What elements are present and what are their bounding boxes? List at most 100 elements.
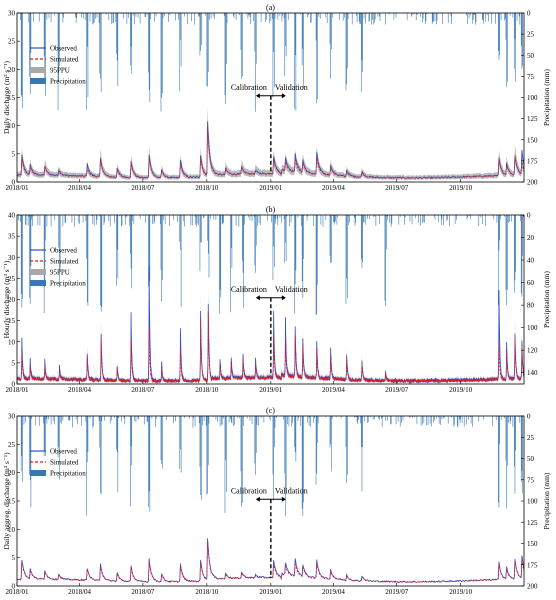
legend-label: Observed: [50, 45, 77, 53]
y-tick-label: 10: [8, 338, 16, 346]
y2-tick-label: 175: [527, 561, 538, 569]
y2-axis-label: Precipitation (mm): [542, 69, 551, 126]
calibration-label: Calibration: [231, 486, 267, 495]
y-tick-label: 15: [8, 317, 16, 325]
x-tick-label: 2019/07: [385, 184, 408, 192]
x-tick-label: 2018/10: [195, 184, 218, 192]
x-tick-label: 2019/01: [259, 588, 282, 596]
x-tick-label: 2018/10: [195, 588, 218, 596]
y2-tick-label: 0: [527, 10, 531, 18]
x-tick-label: 2019/04: [322, 184, 345, 192]
y-tick-label: 20: [8, 469, 16, 477]
y2-tick-label: 50: [527, 455, 535, 463]
y2-tick-label: 100: [527, 94, 538, 102]
validation-label: Validation: [275, 285, 308, 294]
arrow-left-head: [255, 295, 260, 301]
y2-tick-label: 40: [527, 257, 535, 265]
y-tick-label: 35: [8, 233, 16, 241]
series-precipitation: [18, 215, 525, 315]
y2-tick-label: 20: [527, 234, 535, 242]
y2-tick-label: 200: [527, 179, 538, 187]
x-tick-label: 2018/01: [6, 386, 29, 394]
y2-tick-label: 100: [527, 324, 538, 332]
y2-tick-label: 120: [527, 347, 538, 355]
panel-label: (b): [266, 205, 276, 214]
legend-label: Precipitation: [50, 470, 86, 478]
x-tick-label: 2018/04: [68, 184, 91, 192]
legend: Observed Simulated Precipitation: [30, 448, 86, 478]
y2-tick-label: 125: [527, 519, 538, 527]
series-precipitation: [20, 13, 523, 112]
legend-label: Observed: [50, 247, 77, 255]
x-tick-label: 2018/10: [195, 386, 218, 394]
y2-tick-label: 60: [527, 279, 535, 287]
legend-label: Simulated: [50, 258, 79, 266]
panel-label: (a): [266, 3, 275, 12]
y2-tick-label: 75: [527, 476, 535, 484]
series-precipitation: [20, 416, 523, 517]
x-tick-label: 2019/07: [385, 588, 408, 596]
x-tick-label: 2018/07: [131, 184, 154, 192]
y2-tick-label: 0: [527, 212, 531, 220]
y2-tick-label: 50: [527, 52, 535, 60]
y2-axis-label: Precipitation (mm): [542, 472, 551, 529]
validation-label: Validation: [275, 486, 308, 495]
y-tick-label: 40: [8, 212, 16, 220]
y2-tick-label: 140: [527, 369, 538, 377]
arrow-right-head: [281, 93, 286, 99]
y-axis-label: Daily discharge (m³ s⁻¹): [2, 60, 11, 134]
y-tick-label: 5: [12, 150, 16, 158]
legend-swatch: [30, 67, 46, 73]
y-tick-label: 5: [12, 554, 16, 562]
panel-label: (c): [266, 406, 275, 415]
x-tick-label: 2019/10: [449, 386, 472, 394]
calibration-label: Calibration: [231, 83, 267, 92]
x-tick-label: 2018/01: [6, 184, 29, 192]
series-simulated-line: [16, 311, 525, 384]
y2-tick-label: 150: [527, 136, 538, 144]
x-tick-label: 2018/07: [131, 588, 154, 596]
y-tick-label: 25: [8, 38, 16, 46]
legend: Observed Simulated 95PPU Precipitation: [30, 247, 86, 288]
calibration-label: Calibration: [231, 285, 267, 294]
y2-tick-label: 150: [527, 540, 538, 548]
calibration-split-annotation: Calibration Validation: [231, 486, 308, 578]
y2-tick-label: 100: [527, 498, 538, 506]
y-axis-label: Daily aggreg. discharge (m³ s⁻¹): [2, 452, 11, 550]
legend: Observed Simulated 95PPU Precipitation: [30, 45, 86, 86]
legend-swatch: [30, 470, 46, 476]
y2-tick-label: 80: [527, 302, 535, 310]
legend-swatch: [30, 78, 46, 84]
y2-tick-label: 25: [527, 31, 535, 39]
x-tick-label: 2019/04: [322, 588, 345, 596]
legend-swatch: [30, 269, 46, 275]
x-tick-label: 2018/04: [68, 588, 91, 596]
y2-axis-label: Precipitation (mm): [542, 271, 551, 328]
series-95ppu-band: [17, 107, 524, 181]
y-tick-label: 0: [12, 583, 16, 591]
legend-label: 95PPU: [50, 269, 70, 277]
y-tick-label: 30: [8, 254, 16, 262]
x-tick-label: 2018/07: [131, 386, 154, 394]
y-tick-label: 25: [8, 441, 16, 449]
legend-label: Simulated: [50, 459, 79, 467]
y-tick-label: 10: [8, 526, 16, 534]
calibration-split-annotation: Calibration Validation: [231, 285, 308, 376]
chart-panel-1: (a) 0 5 10 15 20 25 30 0 25 50 75 100 125 150 175 200 201…: [2, 3, 551, 192]
y-tick-label: 30: [8, 10, 16, 18]
y-tick-label: 0: [12, 381, 16, 389]
x-tick-label: 2018/04: [68, 386, 91, 394]
y2-tick-label: 200: [527, 583, 538, 591]
y-tick-label: 25: [8, 275, 16, 283]
arrow-right-head: [281, 496, 286, 502]
y2-tick-label: 25: [527, 434, 535, 442]
y-tick-label: 20: [8, 66, 16, 74]
series-simulated-line: [16, 127, 525, 180]
chart-panel-2: (b) 0 5 10 15 20 25 30 35 40 0 20 40 60 80 100 120 140 201…: [2, 205, 551, 394]
y-tick-label: 0: [12, 179, 16, 187]
x-tick-label: 2019/04: [322, 386, 345, 394]
legend-label: Precipitation: [50, 78, 86, 86]
arrow-right-head: [281, 295, 286, 301]
y2-tick-label: 75: [527, 73, 535, 81]
